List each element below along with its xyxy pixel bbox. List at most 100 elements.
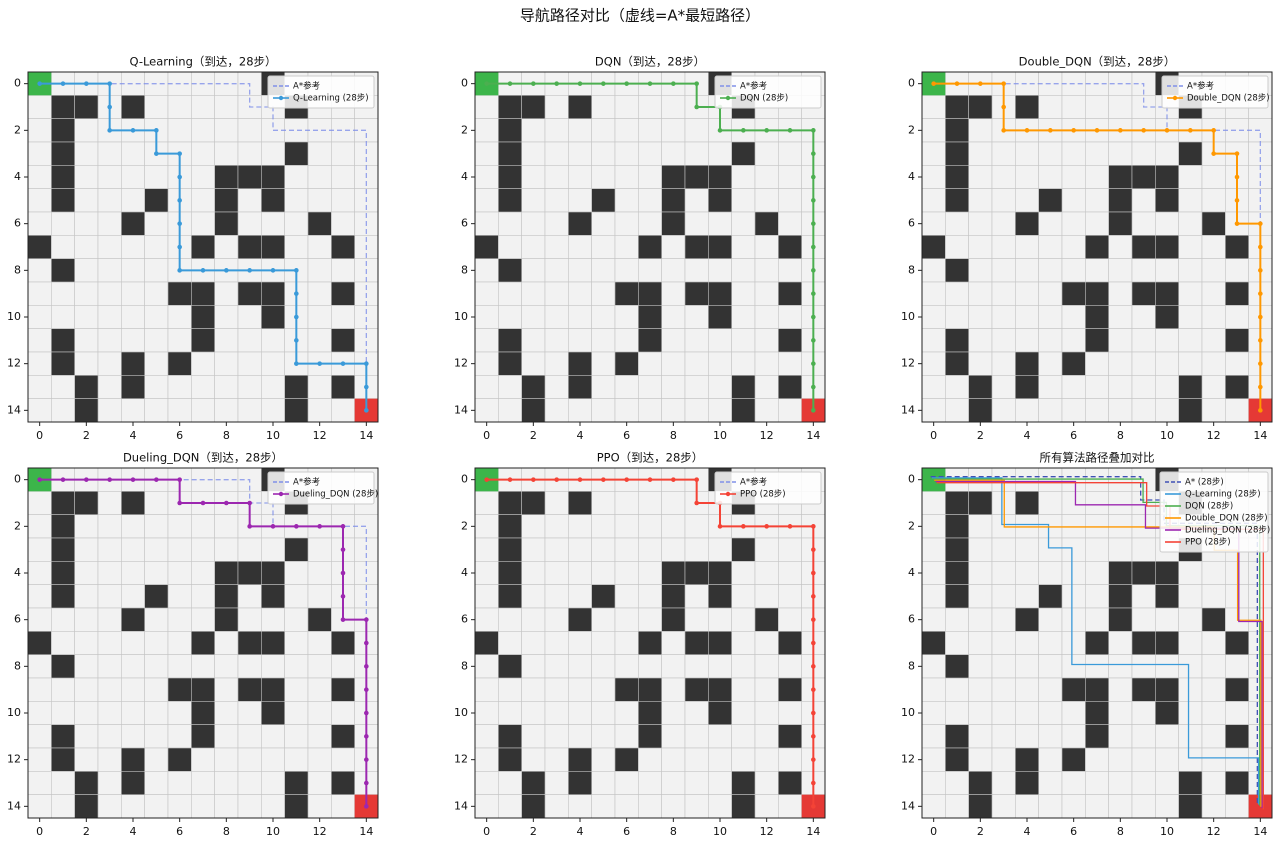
axes-frame xyxy=(27,467,379,819)
cell xyxy=(614,561,639,585)
obstacle xyxy=(51,491,75,515)
cell xyxy=(474,491,499,515)
path-point xyxy=(811,338,816,343)
obstacle xyxy=(121,747,145,772)
obstacle xyxy=(74,771,99,795)
cell xyxy=(307,305,332,329)
cell xyxy=(144,724,169,749)
cell xyxy=(638,607,662,632)
cell xyxy=(544,188,569,213)
cell xyxy=(568,631,592,655)
cell xyxy=(731,165,756,189)
path-point xyxy=(177,151,182,156)
cell xyxy=(521,141,546,166)
cell xyxy=(1038,677,1063,702)
cell xyxy=(708,607,732,632)
cell xyxy=(74,351,99,376)
path-point xyxy=(1258,268,1263,273)
obstacle xyxy=(1178,771,1203,795)
cell xyxy=(307,584,332,609)
path-point xyxy=(340,524,346,529)
path-point xyxy=(1258,338,1263,343)
path-point xyxy=(154,128,159,133)
cell xyxy=(614,305,639,329)
cell xyxy=(1015,141,1039,166)
cell xyxy=(968,677,993,702)
cell xyxy=(1108,537,1133,562)
obstacle xyxy=(214,188,239,213)
obstacle xyxy=(261,701,285,725)
cell xyxy=(121,188,145,213)
obstacle xyxy=(1225,771,1249,795)
cell xyxy=(1131,141,1156,166)
cell xyxy=(638,771,662,795)
cell xyxy=(1061,235,1086,259)
cell xyxy=(544,514,569,539)
cell xyxy=(568,188,592,213)
cell xyxy=(614,328,639,353)
obstacle xyxy=(214,211,239,236)
cell xyxy=(521,561,546,585)
cell xyxy=(991,141,1016,166)
cell xyxy=(27,351,52,376)
cell xyxy=(27,305,52,329)
cell xyxy=(261,794,285,819)
cell xyxy=(474,211,499,236)
cell xyxy=(591,95,616,119)
cell xyxy=(544,118,569,143)
y-tick-label: 14 xyxy=(901,799,915,812)
cell xyxy=(121,631,145,655)
cell xyxy=(214,281,239,306)
obstacle xyxy=(1178,141,1203,166)
path-point xyxy=(364,361,369,366)
obstacle xyxy=(568,747,592,772)
obstacle xyxy=(968,491,993,515)
path-point xyxy=(811,244,816,250)
cell xyxy=(754,165,779,189)
obstacle xyxy=(921,235,946,259)
cell xyxy=(1225,398,1249,423)
cell xyxy=(778,607,802,632)
cell xyxy=(1038,281,1063,306)
cell xyxy=(237,351,262,376)
obstacle xyxy=(144,584,169,609)
obstacle xyxy=(51,258,75,283)
obstacle xyxy=(708,584,732,609)
cell xyxy=(684,771,709,795)
cell xyxy=(167,794,192,819)
cell xyxy=(1131,258,1156,283)
cell xyxy=(1155,724,1179,749)
cell xyxy=(684,188,709,213)
cell xyxy=(521,584,546,609)
cell xyxy=(1108,701,1133,725)
cell xyxy=(684,514,709,539)
cell xyxy=(1108,771,1133,795)
cell xyxy=(1061,584,1086,609)
cell xyxy=(121,794,145,819)
obstacle xyxy=(1155,188,1179,213)
cell xyxy=(214,141,239,166)
cell xyxy=(97,491,122,515)
cell xyxy=(261,537,285,562)
cell xyxy=(97,677,122,702)
cell xyxy=(614,724,639,749)
cell xyxy=(167,514,192,539)
cell xyxy=(614,537,639,562)
cell xyxy=(638,95,662,119)
y-tick-label: 6 xyxy=(908,613,915,626)
cell xyxy=(661,701,686,725)
cell xyxy=(968,724,993,749)
obstacle xyxy=(27,631,52,655)
obstacle xyxy=(945,141,969,166)
cell xyxy=(708,724,732,749)
obstacle xyxy=(1201,211,1226,236)
cell xyxy=(144,491,169,515)
cell xyxy=(167,701,192,725)
path-point xyxy=(177,244,182,250)
cell xyxy=(778,398,802,423)
cell xyxy=(1131,375,1156,399)
cell xyxy=(921,491,946,515)
cell xyxy=(1061,95,1086,119)
cell xyxy=(708,328,732,353)
cell xyxy=(167,631,192,655)
